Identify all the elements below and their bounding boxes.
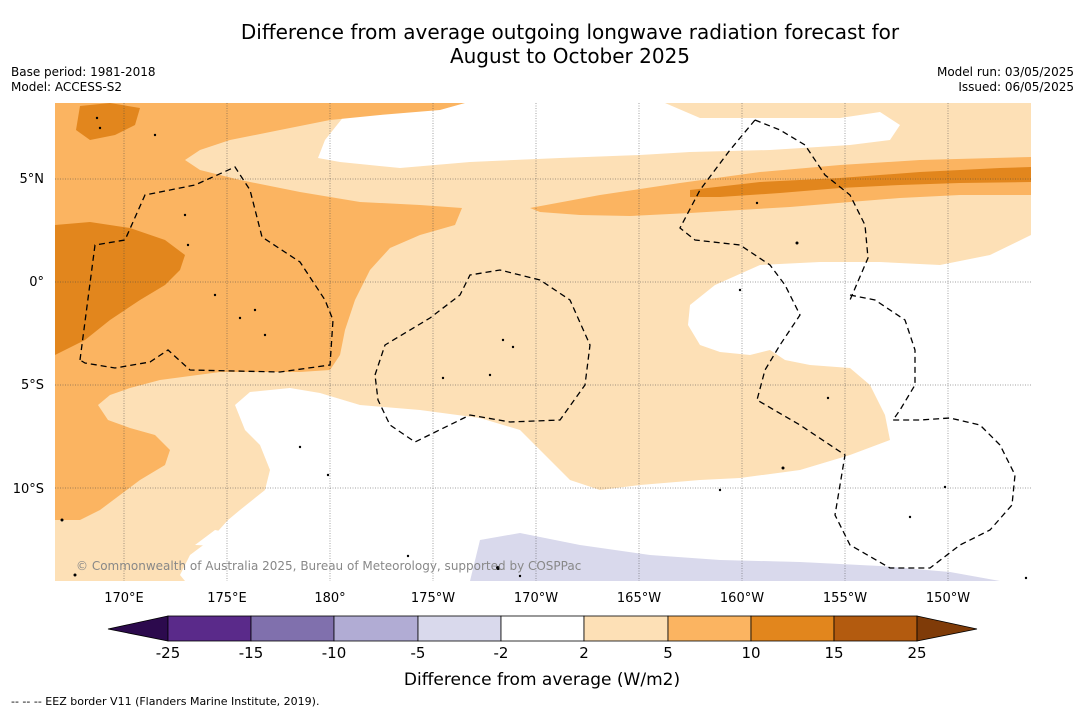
lon-label: 155°W bbox=[823, 591, 867, 606]
colorbar-bin bbox=[417, 615, 502, 642]
lon-label: 175°W bbox=[411, 591, 455, 606]
colorbar-bin bbox=[750, 615, 835, 642]
lat-label-5n: 5°N bbox=[20, 172, 45, 187]
lon-label: 170°E bbox=[104, 591, 144, 606]
colorbar-tick: 25 bbox=[907, 644, 926, 662]
purple-region-south bbox=[470, 533, 1000, 581]
lon-label: 175°E bbox=[207, 591, 247, 606]
title-line-2: August to October 2025 bbox=[449, 44, 691, 68]
lon-label: 150°W bbox=[926, 591, 970, 606]
colorbar-tick: -2 bbox=[494, 644, 509, 662]
meta-left: Base period: 1981-2018 Model: ACCESS-S2 bbox=[11, 65, 156, 95]
gridlines bbox=[55, 103, 1031, 581]
white-region-north bbox=[318, 103, 900, 168]
eez-borders bbox=[79, 119, 1016, 569]
dark-orange-patch-nw bbox=[76, 103, 140, 140]
colorbar-tick: 2 bbox=[579, 644, 589, 662]
colorbar-tick: -25 bbox=[156, 644, 181, 662]
title-line-1: Difference from average outgoing longwav… bbox=[240, 20, 900, 44]
colorbar-label: Difference from average (W/m2) bbox=[404, 670, 680, 690]
colorbar-bin bbox=[167, 615, 252, 642]
white-region-east bbox=[180, 235, 1031, 581]
model-run: Model run: 03/05/2025 bbox=[936, 65, 1074, 79]
colorbar-bin bbox=[500, 615, 585, 642]
lat-label-5s: 5°S bbox=[21, 378, 44, 393]
colorbar-extend-low bbox=[107, 615, 169, 642]
colorbar-bin bbox=[833, 615, 918, 642]
white-patch-south bbox=[195, 530, 258, 548]
colorbar-tick: 5 bbox=[663, 644, 673, 662]
colorbar-bin bbox=[667, 615, 752, 642]
colorbar-tick: -5 bbox=[411, 644, 426, 662]
dark-orange-region-west bbox=[55, 222, 185, 355]
colorbar-extend-high bbox=[916, 615, 978, 642]
lon-labels: 170°E 175°E 180° 175°W 170°W 165°W 160°W… bbox=[104, 591, 970, 606]
colorbar-tick: 10 bbox=[741, 644, 760, 662]
lon-label: 170°W bbox=[514, 591, 558, 606]
lat-label-0: 0° bbox=[29, 275, 44, 290]
colorbar-tick: -10 bbox=[322, 644, 347, 662]
model-name: Model: ACCESS-S2 bbox=[11, 80, 123, 94]
orange-region-west bbox=[55, 103, 465, 520]
colorbar-tick: -15 bbox=[239, 644, 264, 662]
lat-label-10s: 10°S bbox=[13, 482, 44, 497]
colorbar-tick: 15 bbox=[824, 644, 843, 662]
islands bbox=[60, 116, 1028, 580]
lon-label: 165°W bbox=[617, 591, 661, 606]
lon-label: 180° bbox=[314, 591, 345, 606]
meta-right: Model run: 03/05/2025 Issued: 06/05/2025 bbox=[937, 65, 1074, 95]
eez-legend: -- -- -- EEZ border V11 (Flanders Marine… bbox=[11, 695, 320, 708]
colorbar-bin bbox=[333, 615, 419, 642]
base-period: Base period: 1981-2018 bbox=[11, 65, 156, 79]
colorbar-ticks: -25 -15 -10 -5 -2 2 5 10 15 25 bbox=[156, 644, 927, 662]
map-area: © Commonwealth of Australia 2025, Bureau… bbox=[55, 103, 1031, 581]
colorbar bbox=[107, 615, 978, 642]
colorbar-bin bbox=[250, 615, 335, 642]
issued-date: Issued: 06/05/2025 bbox=[958, 80, 1074, 94]
copyright-text: © Commonwealth of Australia 2025, Bureau… bbox=[76, 559, 581, 573]
lon-label: 160°W bbox=[720, 591, 764, 606]
map-title: Difference from average outgoing longwav… bbox=[0, 20, 1085, 68]
colorbar-bin bbox=[583, 615, 669, 642]
dark-orange-band-north bbox=[690, 167, 1031, 197]
